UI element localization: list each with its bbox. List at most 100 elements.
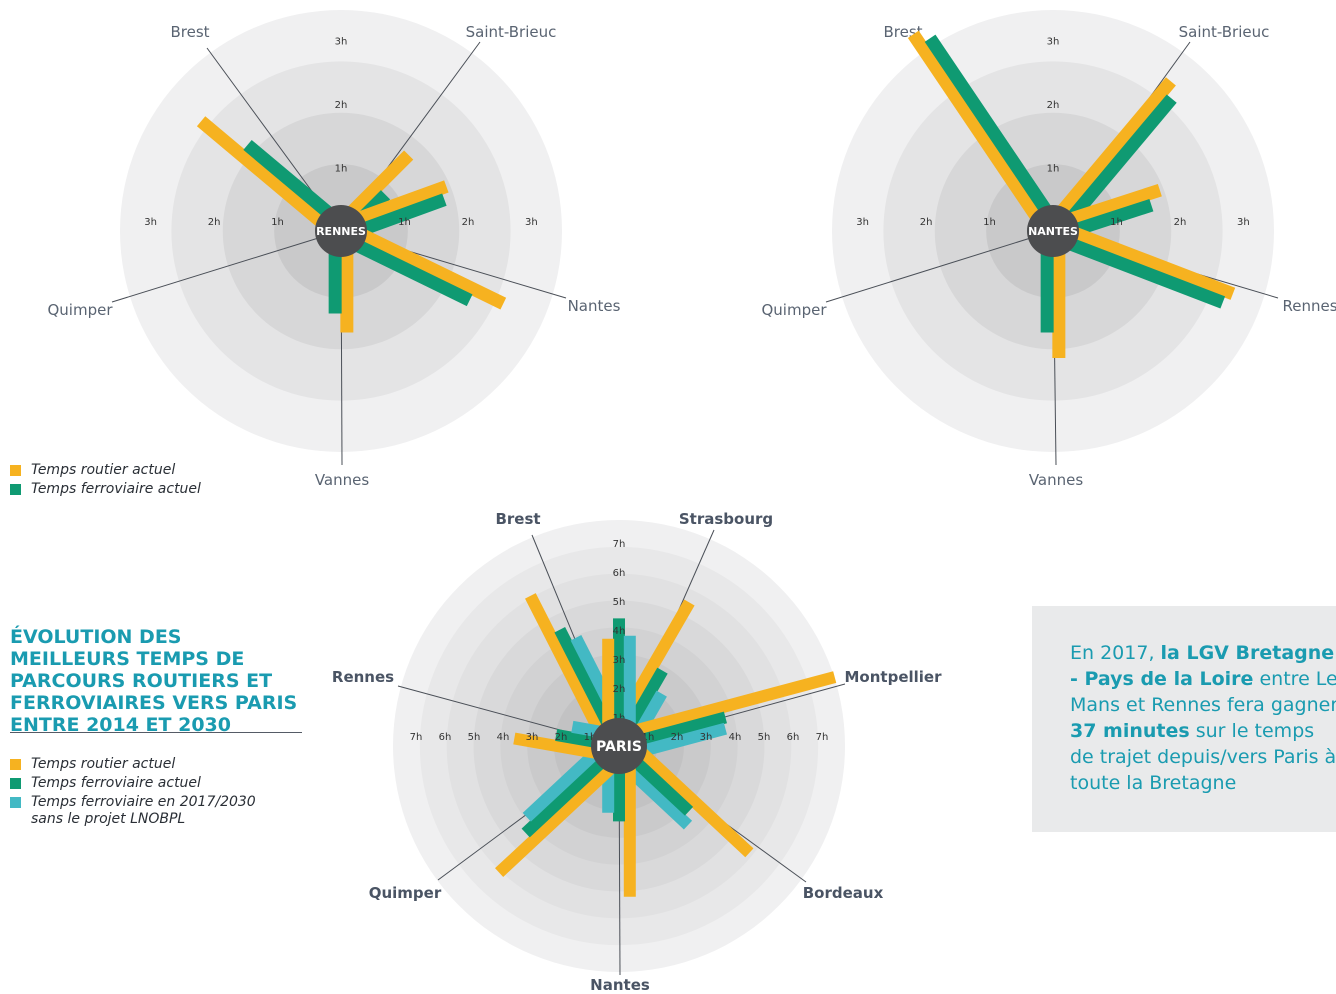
category-label: Saint-Brieuc: [1179, 23, 1270, 41]
legend-top: Temps routier actuel Temps ferroviaire a…: [10, 462, 201, 500]
tick-label: 1h: [1047, 164, 1060, 175]
category-label: Montpellier: [845, 668, 943, 686]
legend-item-road: Temps routier actuel: [10, 756, 300, 773]
tick-label: 1h: [983, 217, 996, 228]
tick-label: 2h: [208, 217, 221, 228]
legend-swatch-road: [10, 465, 21, 476]
category-label: Quimper: [47, 301, 113, 319]
tick-label: 4h: [729, 732, 742, 743]
legend-item-rail-2030: Temps ferroviaire en 2017/2030 sans le p…: [10, 794, 300, 828]
tick-label: 1h: [335, 164, 348, 175]
legend-swatch-rail-2030: [10, 797, 21, 808]
category-label: Nantes: [590, 976, 650, 994]
tick-label: 2h: [920, 217, 933, 228]
bar-road: [340, 219, 507, 310]
legend-item-rail: Temps ferroviaire actuel: [10, 775, 300, 792]
tick-label: 3h: [1237, 217, 1250, 228]
center-label: PARIS: [596, 739, 642, 755]
bar-rail: [1048, 230, 1226, 309]
tick-label: 5h: [758, 732, 771, 743]
radial-chart-paris: Brest Strasbourg Montpellier Bordeaux Nantes…: [332, 510, 942, 994]
tick-label: 3h: [525, 217, 538, 228]
legend-label-road: Temps routier actuel: [31, 756, 176, 772]
tick-label: 4h: [613, 626, 626, 637]
center-label: NANTES: [1028, 225, 1078, 238]
tick-label: 2h: [335, 100, 348, 111]
tick-label: 5h: [468, 732, 481, 743]
tick-label: 2h: [671, 732, 684, 743]
title-line: PARCOURS ROUTIERS ET: [10, 670, 273, 692]
title-line: FERROVIAIRES VERS PARIS: [10, 692, 298, 714]
category-label: Quimper: [369, 884, 442, 902]
legend-main: Temps routier actuel Temps ferroviaire a…: [10, 756, 300, 830]
tick-label: 6h: [787, 732, 800, 743]
category-label: Saint-Brieuc: [466, 23, 557, 41]
legend-swatch-rail: [10, 778, 21, 789]
tick-label: 2h: [1174, 217, 1187, 228]
tick-label: 5h: [613, 597, 626, 608]
tick-label: 7h: [410, 732, 423, 743]
tick-label: 1h: [584, 732, 597, 743]
tick-label: 6h: [613, 568, 626, 579]
leader-line: [825, 230, 1054, 303]
category-label: Strasbourg: [679, 510, 773, 528]
tick-label: 2h: [613, 684, 626, 695]
tick-label: 3h: [335, 37, 348, 48]
legend-label-rail: Temps ferroviaire actuel: [31, 481, 201, 497]
callout-bold-2: 37 minutes: [1070, 720, 1190, 742]
category-label: Vannes: [315, 471, 370, 489]
title-line: ÉVOLUTION DES: [10, 626, 182, 648]
category-label: Brest: [495, 510, 540, 528]
tick-label: 3h: [856, 217, 869, 228]
tick-label: 2h: [1047, 100, 1060, 111]
callout-box: En 2017, la LGV Bretagne - Pays de la Lo…: [1032, 606, 1336, 832]
callout-text-1: En 2017,: [1070, 642, 1161, 664]
tick-label: 3h: [1047, 37, 1060, 48]
title-line: MEILLEURS TEMPS DE: [10, 648, 245, 670]
tick-label: 1h: [271, 217, 284, 228]
legend-label-rail: Temps ferroviaire actuel: [31, 775, 201, 791]
callout-text-2: entre Le Mans et Rennes fera gagner: [1070, 668, 1336, 716]
legend-item-road: Temps routier actuel: [10, 462, 201, 479]
bar-road: [1052, 219, 1236, 300]
category-label: Brest: [170, 23, 209, 41]
bar-road: [614, 671, 837, 742]
legend-label-rail-2030-line2: sans le projet LNOBPL: [31, 811, 186, 827]
center-hub: [315, 205, 367, 257]
legend-label-rail-2030-line1: Temps ferroviaire en 2017/2030: [31, 794, 256, 810]
tick-label: 4h: [497, 732, 510, 743]
center-hub: [1027, 205, 1079, 257]
bar-road: [196, 116, 342, 241]
bar-rail: [924, 34, 1064, 232]
category-label: Quimper: [761, 301, 827, 319]
category-label: Bordeaux: [803, 884, 884, 902]
bar-road: [622, 733, 754, 858]
center-label: RENNES: [316, 225, 366, 238]
tick-label: 2h: [462, 217, 475, 228]
legend-label-road: Temps routier actuel: [31, 462, 176, 478]
legend-item-rail: Temps ferroviaire actuel: [10, 481, 201, 498]
radial-chart-rennes: Brest Saint-Brieuc Nantes Vannes Quimper 1h 1h…: [47, 10, 621, 489]
tick-label: 3h: [613, 655, 626, 666]
tick-label: 1h: [642, 732, 655, 743]
category-label: Rennes: [332, 668, 394, 686]
main-title: ÉVOLUTION DES MEILLEURS TEMPS DE PARCOUR…: [10, 626, 305, 736]
category-label: Nantes: [568, 297, 621, 315]
center-hub: [591, 718, 647, 774]
tick-label: 3h: [700, 732, 713, 743]
category-label: Vannes: [1029, 471, 1084, 489]
category-label: Rennes: [1282, 297, 1336, 315]
callout-text: En 2017, la LGV Bretagne - Pays de la Lo…: [1070, 640, 1336, 796]
bar-road: [907, 30, 1054, 238]
bar-road: [1043, 77, 1176, 232]
tick-label: 1h: [1110, 217, 1123, 228]
radial-chart-nantes: Brest Saint-BrieucRennesVannesQuimper1h1h…: [761, 10, 1336, 489]
callout-bold-1: la LGV Bretagne - Pays de la Loire: [1070, 642, 1335, 690]
leader-line: [111, 230, 342, 303]
tick-label: 3h: [144, 217, 157, 228]
tick-label: 1h: [398, 217, 411, 228]
legend-label-rail-2030: Temps ferroviaire en 2017/2030 sans le p…: [31, 794, 256, 828]
bar-road: [495, 749, 631, 877]
tick-label: 3h: [526, 732, 539, 743]
